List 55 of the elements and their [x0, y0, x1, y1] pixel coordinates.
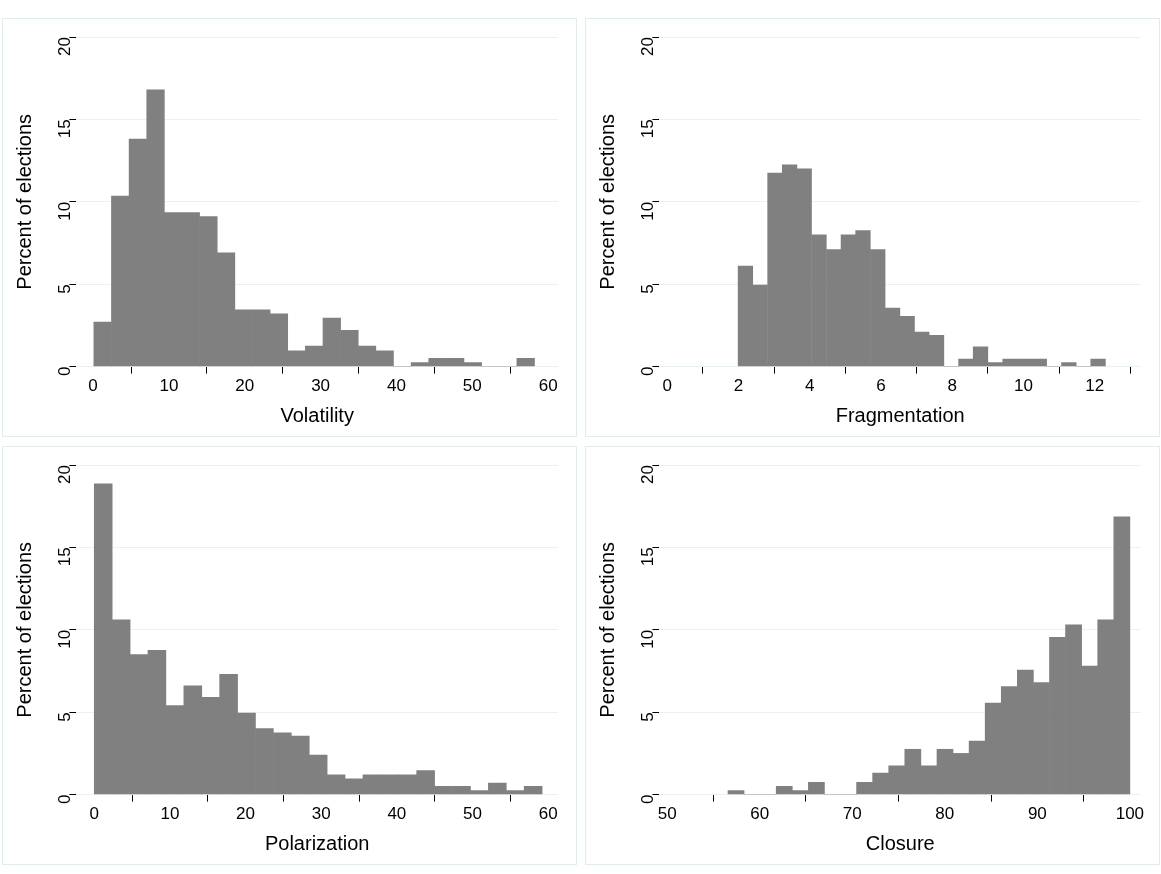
y-tick-label: 5 [638, 712, 658, 722]
x-axis-title: Polarization [264, 831, 370, 854]
x-tick-label: 100 [1115, 804, 1145, 824]
x-tick-label: 2 [733, 376, 744, 396]
y-tick-label: 20 [638, 465, 658, 484]
x-tick-label: 0 [88, 376, 98, 396]
y-tick-label: 0 [638, 794, 658, 805]
x-tick-label: 8 [947, 376, 957, 396]
x-tick-label: 40 [386, 376, 406, 396]
x-tick-label: 60 [538, 376, 558, 396]
y-tick-label: 5 [55, 284, 75, 294]
y-tick-label: 20 [55, 465, 75, 484]
x-tick-label: 0 [89, 804, 99, 824]
x-tick-label: 4 [804, 376, 815, 396]
y-tick-label: 0 [55, 794, 75, 805]
y-tick-label: 15 [55, 547, 75, 567]
x-tick-label: 0 [662, 376, 672, 396]
y-tick-label: 0 [638, 366, 658, 377]
x-tick-label: 30 [311, 804, 331, 824]
x-tick-label: 40 [387, 804, 407, 824]
y-tick-label: 10 [55, 201, 75, 221]
y-tick-label: 20 [55, 37, 75, 56]
x-axis-title: Volatility [280, 403, 354, 426]
x-tick-label: 10 [1013, 376, 1033, 396]
x-tick-label: 30 [311, 376, 331, 396]
y-tick-label: 10 [638, 629, 658, 649]
y-tick-label: 5 [55, 712, 75, 722]
x-axis-title: Closure [865, 831, 935, 854]
x-tick-label: 20 [235, 376, 255, 396]
y-tick-label: 15 [55, 119, 75, 139]
x-tick-label: 60 [538, 804, 558, 824]
y-axis-title: Percent of elections [12, 113, 35, 290]
x-tick-label: 60 [750, 804, 770, 824]
x-tick-label: 50 [463, 804, 482, 824]
x-axis-title: Fragmentation [835, 403, 965, 426]
x-tick-label: 80 [935, 804, 955, 824]
x-tick-label: 12 [1085, 376, 1105, 396]
x-tick-label: 20 [236, 804, 256, 824]
y-tick-label: 10 [638, 201, 658, 221]
y-tick-label: 0 [55, 366, 75, 377]
y-tick-label: 15 [638, 119, 658, 139]
x-tick-label: 90 [1027, 804, 1047, 824]
y-tick-label: 15 [638, 547, 658, 567]
y-axis-title: Percent of elections [595, 113, 618, 290]
x-tick-label: 10 [159, 376, 179, 396]
x-tick-label: 50 [657, 804, 677, 824]
x-tick-label: 6 [876, 376, 886, 396]
y-tick-label: 5 [638, 284, 658, 294]
x-tick-label: 10 [160, 804, 180, 824]
x-tick-label: 70 [842, 804, 862, 824]
y-axis-title: Percent of elections [12, 541, 35, 718]
y-axis-title: Percent of elections [595, 541, 618, 718]
x-tick-label: 50 [462, 376, 482, 396]
y-tick-label: 10 [55, 629, 75, 649]
y-tick-label: 20 [638, 37, 658, 56]
